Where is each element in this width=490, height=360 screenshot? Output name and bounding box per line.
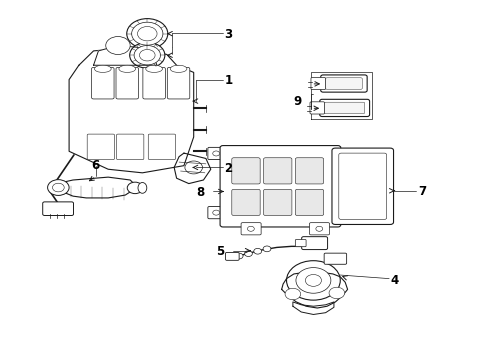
Circle shape (329, 287, 344, 299)
FancyBboxPatch shape (295, 189, 324, 216)
FancyBboxPatch shape (339, 153, 387, 220)
FancyBboxPatch shape (241, 223, 261, 235)
Text: 2: 2 (224, 162, 233, 175)
Text: 4: 4 (391, 274, 399, 287)
Text: 9: 9 (293, 95, 301, 108)
Polygon shape (282, 273, 347, 308)
Ellipse shape (170, 65, 187, 72)
FancyBboxPatch shape (143, 67, 165, 99)
Circle shape (48, 180, 69, 195)
Circle shape (138, 27, 157, 41)
FancyBboxPatch shape (232, 189, 260, 216)
FancyBboxPatch shape (324, 253, 346, 264)
Circle shape (296, 267, 331, 293)
Circle shape (127, 19, 168, 49)
FancyBboxPatch shape (220, 145, 341, 227)
Circle shape (130, 42, 165, 68)
Circle shape (106, 37, 130, 54)
FancyBboxPatch shape (116, 67, 139, 99)
FancyBboxPatch shape (87, 134, 115, 159)
Circle shape (263, 246, 271, 252)
Circle shape (185, 161, 202, 174)
FancyBboxPatch shape (148, 134, 175, 159)
Text: 8: 8 (196, 186, 204, 199)
FancyBboxPatch shape (321, 75, 367, 92)
Text: 6: 6 (91, 159, 99, 172)
FancyBboxPatch shape (295, 158, 324, 184)
FancyBboxPatch shape (325, 102, 365, 114)
Circle shape (254, 248, 262, 254)
Circle shape (52, 183, 64, 192)
Ellipse shape (119, 65, 136, 72)
Text: 5: 5 (216, 245, 224, 258)
FancyBboxPatch shape (225, 252, 239, 260)
Circle shape (247, 226, 254, 231)
Circle shape (134, 45, 160, 65)
Circle shape (140, 49, 155, 61)
Ellipse shape (138, 183, 147, 193)
FancyBboxPatch shape (295, 239, 306, 247)
Polygon shape (69, 47, 194, 173)
FancyBboxPatch shape (310, 223, 330, 235)
Circle shape (316, 226, 323, 231)
Circle shape (305, 274, 321, 286)
FancyBboxPatch shape (264, 189, 292, 216)
Circle shape (235, 253, 243, 259)
FancyBboxPatch shape (264, 158, 292, 184)
Ellipse shape (95, 65, 111, 72)
Polygon shape (57, 177, 138, 198)
FancyBboxPatch shape (167, 67, 190, 99)
Circle shape (213, 151, 220, 156)
FancyBboxPatch shape (232, 158, 260, 184)
Polygon shape (94, 45, 157, 65)
FancyBboxPatch shape (332, 148, 393, 225)
FancyBboxPatch shape (302, 237, 328, 249)
Ellipse shape (146, 65, 163, 72)
FancyBboxPatch shape (92, 67, 114, 99)
FancyBboxPatch shape (208, 147, 226, 159)
FancyBboxPatch shape (208, 207, 226, 219)
Polygon shape (293, 302, 334, 315)
FancyBboxPatch shape (326, 78, 362, 89)
FancyBboxPatch shape (117, 134, 144, 159)
Circle shape (287, 261, 340, 300)
Circle shape (127, 182, 143, 194)
FancyBboxPatch shape (43, 202, 74, 216)
Text: 1: 1 (224, 74, 233, 87)
Circle shape (132, 22, 163, 45)
Polygon shape (174, 153, 211, 184)
Circle shape (245, 251, 252, 257)
Text: 7: 7 (418, 185, 427, 198)
Circle shape (213, 210, 220, 215)
Text: 3: 3 (224, 28, 233, 41)
FancyBboxPatch shape (311, 77, 326, 90)
Circle shape (285, 288, 301, 300)
FancyBboxPatch shape (320, 99, 369, 117)
FancyBboxPatch shape (310, 102, 325, 114)
